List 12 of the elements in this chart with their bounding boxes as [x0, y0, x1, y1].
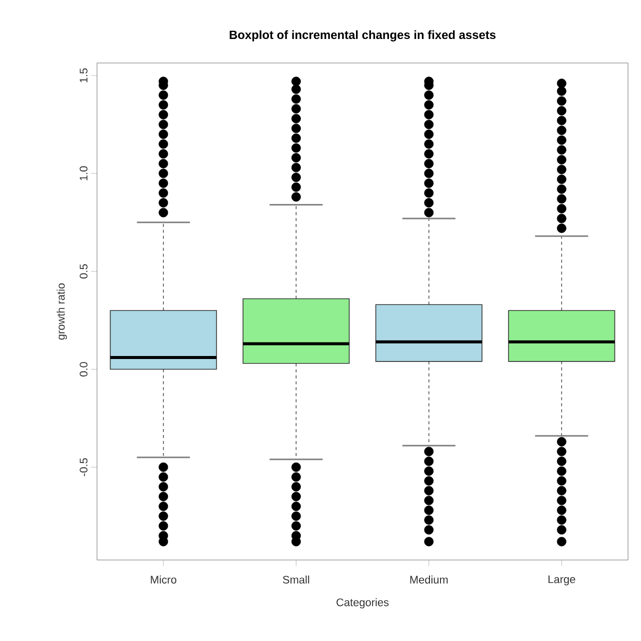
x-tick-label: Large — [548, 576, 576, 586]
y-tick-label: -0.5 — [80, 458, 88, 476]
y-axis-title: growth ratio — [56, 283, 67, 340]
x-axis-title: Categories — [336, 598, 389, 608]
x-tick-label: Micro — [150, 576, 176, 584]
x-tick-label: Small — [282, 576, 310, 584]
y-tick-label: 0.5 — [80, 264, 88, 279]
chart-title: Boxplot of incremental changes in fixed assets — [230, 30, 496, 42]
x-tick-label: Medium — [410, 576, 448, 584]
y-tick-label: 1.0 — [80, 166, 88, 180]
y-tick-label: 1.5 — [80, 68, 88, 82]
y-tick-label: 0.0 — [80, 362, 88, 376]
